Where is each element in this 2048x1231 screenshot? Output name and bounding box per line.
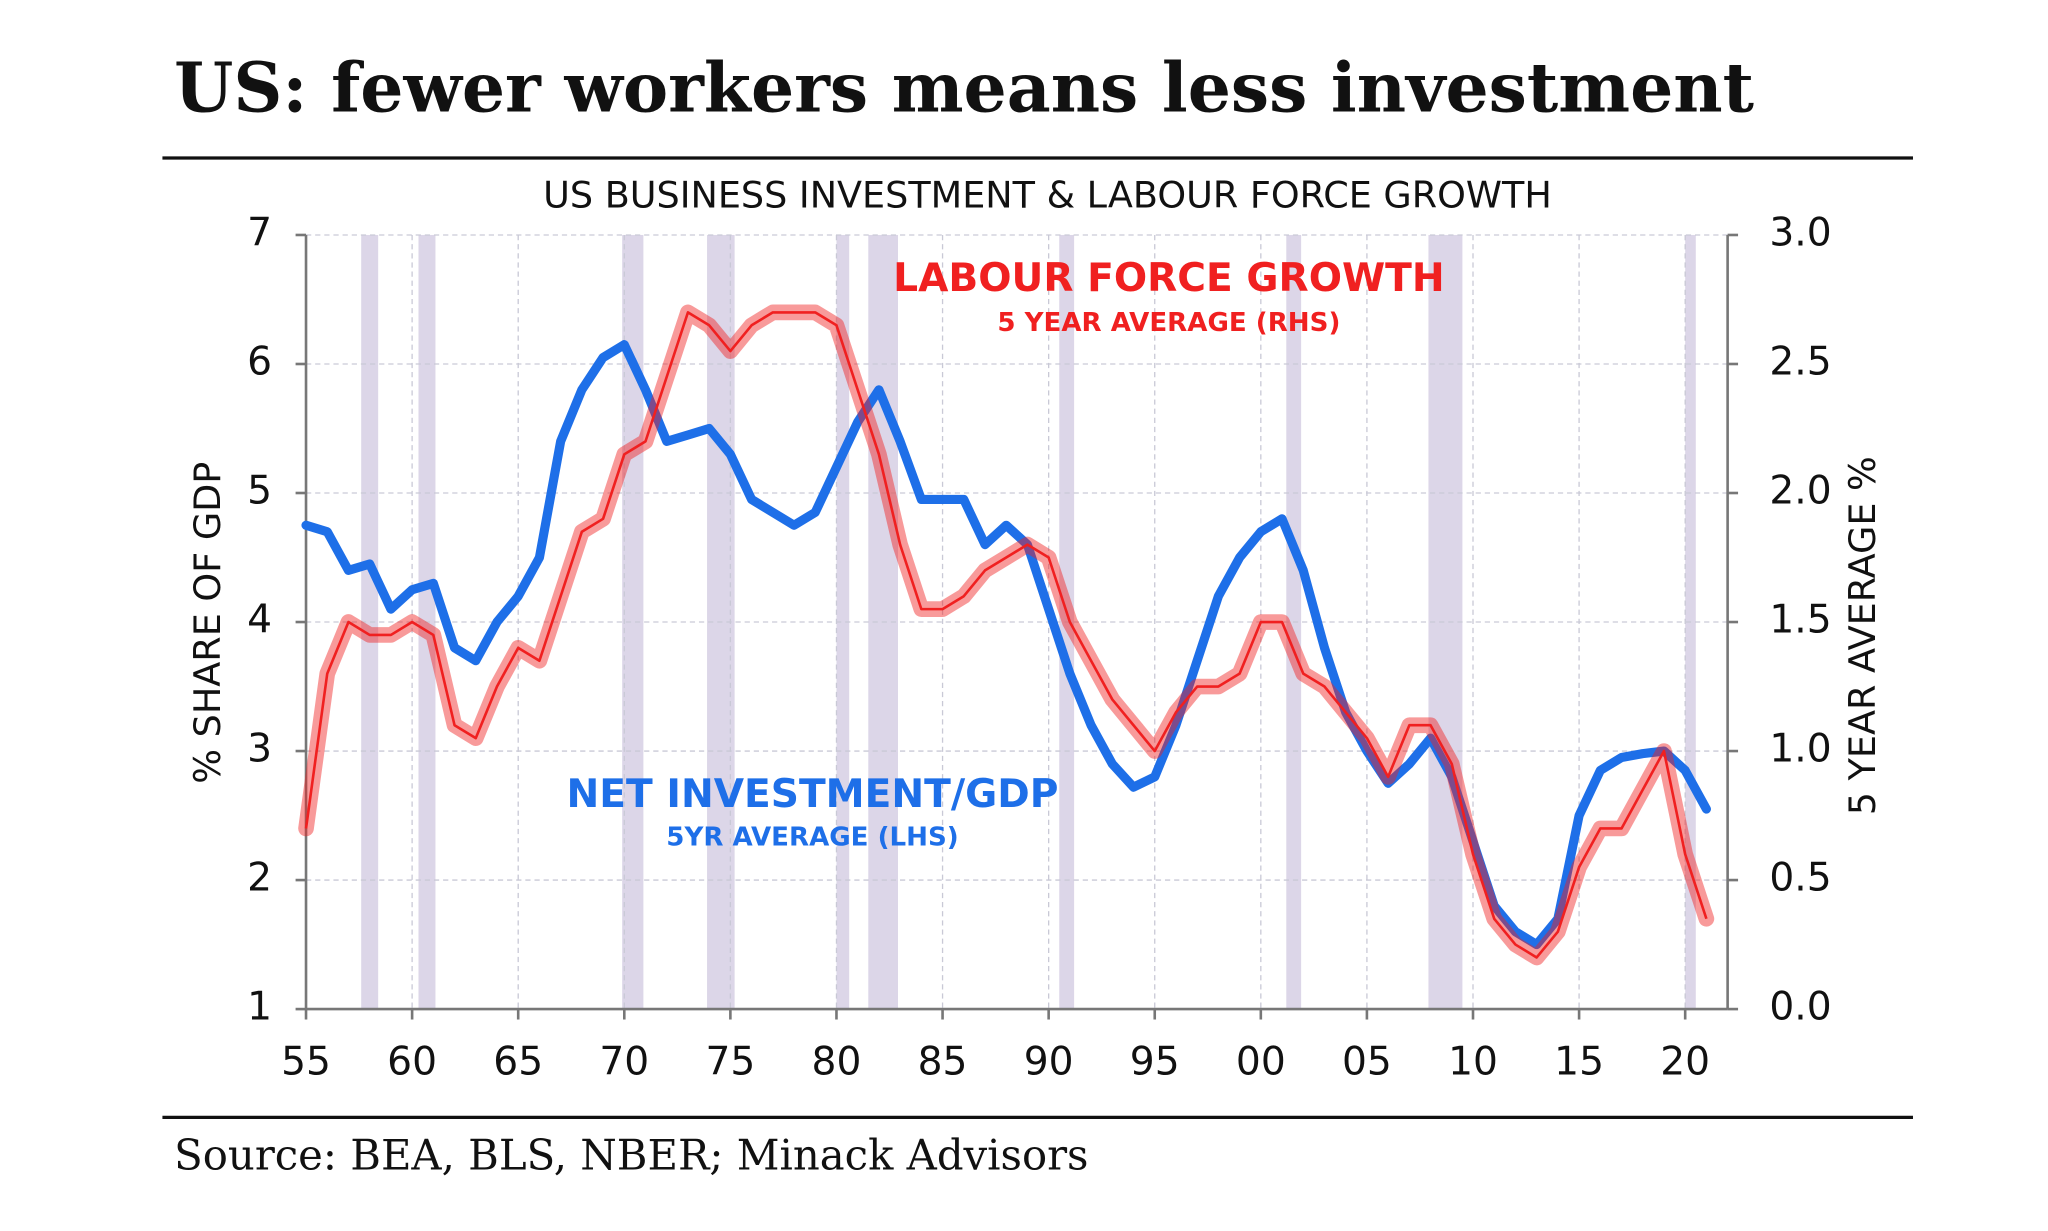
y2-tick-label: 1.0 — [1769, 727, 1831, 772]
x-tick-label: 10 — [1448, 1039, 1498, 1084]
x-tick-label: 05 — [1342, 1039, 1392, 1084]
x-tick-label: 15 — [1554, 1039, 1604, 1084]
y2-tick-label: 0.0 — [1769, 985, 1831, 1030]
annotation: 5 YEAR AVERAGE (RHS) — [997, 308, 1340, 338]
annotation: LABOUR FORCE GROWTH — [893, 256, 1445, 301]
chart-title: US: fewer workers means less investment — [174, 48, 1754, 128]
y-axis-label: % SHARE OF GDP — [186, 462, 229, 784]
x-tick-label: 20 — [1660, 1039, 1710, 1084]
y-tick-label: 2 — [247, 856, 272, 901]
series-line — [301, 340, 1711, 950]
recession-band — [836, 234, 850, 1010]
y-tick-label: 7 — [247, 210, 272, 255]
y2-tick-label: 2.5 — [1769, 339, 1831, 384]
x-tick-label: 95 — [1130, 1039, 1180, 1084]
plot-area: 1 2 3 4 5 6 7 0.0 0.5 1.0 1.5 2.0 2.5 3.0 55 60 65 70 75 80… — [247, 210, 1832, 1084]
y-tick-label: 5 — [247, 469, 272, 514]
y-tick-label: 6 — [247, 339, 272, 384]
y2-tick-label: 1.5 — [1769, 598, 1831, 643]
y2-tick-label: 0.5 — [1769, 856, 1831, 901]
recession-band — [622, 234, 644, 1010]
y2-axis-label: 5 YEAR AVERAGE % — [1841, 456, 1884, 815]
y-tick-label: 1 — [247, 985, 272, 1030]
subtitle: US BUSINESS INVESTMENT & LABOUR FORCE GR… — [543, 174, 1552, 217]
y2-tick-label: 3.0 — [1769, 210, 1831, 255]
x-tick-label: 75 — [705, 1039, 755, 1084]
recession-band — [361, 234, 379, 1010]
annotation: NET INVESTMENT/GDP — [567, 772, 1059, 817]
x-tick-label: 65 — [493, 1039, 543, 1084]
series-line — [304, 311, 1708, 959]
x-tick-label: 00 — [1236, 1039, 1286, 1084]
y-tick-label: 4 — [247, 598, 272, 643]
x-tick-label: 80 — [812, 1039, 862, 1084]
annotation: 5YR AVERAGE (LHS) — [666, 823, 958, 853]
y-tick-label: 3 — [247, 727, 272, 772]
x-tick-label: 55 — [281, 1039, 331, 1084]
x-tick-label: 60 — [387, 1039, 437, 1084]
y2-tick-label: 2.0 — [1769, 469, 1831, 514]
x-tick-label: 85 — [918, 1039, 968, 1084]
x-tick-label: 70 — [599, 1039, 649, 1084]
source: Source: BEA, BLS, NBER; Minack Advisors — [174, 1131, 1088, 1180]
x-tick-label: 90 — [1024, 1039, 1074, 1084]
series-band — [298, 304, 1715, 966]
